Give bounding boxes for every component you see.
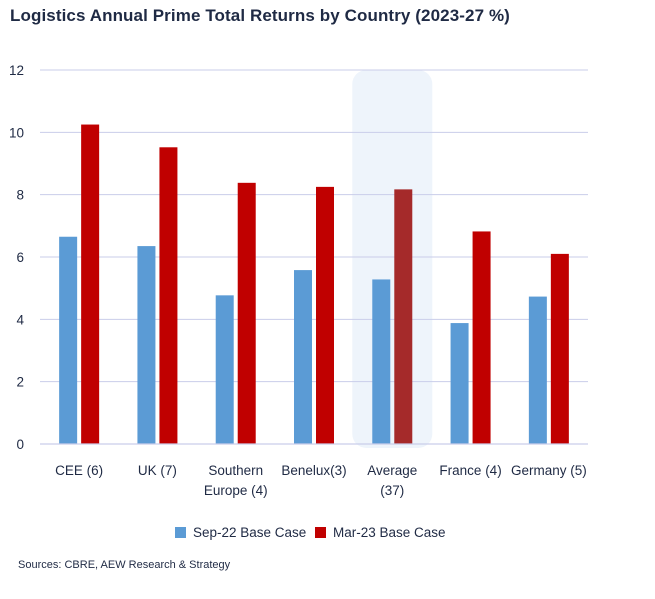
legend-item-mar-23: Mar-23 Base Case [315,525,446,540]
y-tick-label-10: 10 [9,125,24,140]
y-tick-label-0: 0 [16,437,24,452]
bar-sep-22-cee-6- [59,236,78,444]
average-highlight-band [352,70,433,448]
legend-label-sep-22: Sep-22 Base Case [193,525,307,540]
bar-mar-23-germany-5- [550,253,569,444]
y-tick-label-4: 4 [16,312,24,327]
x-tick-label-line: Benelux(3) [281,463,346,478]
bar-sep-22-average-37- [372,279,391,444]
legend-swatch-sep-22 [175,527,186,538]
x-tick-label-line: Europe (4) [204,483,268,498]
y-tick-label-8: 8 [16,188,24,203]
x-tick-label-line: Southern [208,463,263,478]
chart-title: Logistics Annual Prime Total Returns by … [10,6,510,25]
x-tick-label-line: (37) [380,483,404,498]
x-tick-label-4: Average (37) [367,463,417,498]
x-tick-label-1: UK (7) [138,463,177,478]
bar-mar-23-southern-europe-4- [237,182,256,444]
legend-item-sep-22: Sep-22 Base Case [175,525,306,540]
bar-mar-23-cee-6- [81,124,100,445]
x-tick-label-line: Germany (5) [511,463,587,478]
legend-label-mar-23: Mar-23 Base Case [333,525,446,540]
bar-mar-23-uk-7- [159,147,178,444]
legend-swatch-mar-23 [315,527,326,538]
x-tick-label-line: UK (7) [138,463,177,478]
x-tick-label-line: France (4) [439,463,501,478]
bar-sep-22-southern-europe-4- [215,295,234,444]
bar-sep-22-germany-5- [528,296,547,444]
x-tick-label-6: Germany (5) [511,463,587,478]
x-tick-label-0: CEE (6) [55,463,103,478]
bar-chart: 0 2 4 6 8 10 12 CEE (6) UK (7) Southern Europe (4)… [9,63,588,498]
y-tick-label-12: 12 [9,63,24,78]
legend: Sep-22 Base Case Mar-23 Base Case [0,525,655,545]
x-tick-label-5: France (4) [439,463,501,478]
x-tick-label-3: Benelux(3) [281,463,346,478]
x-tick-label-line: CEE (6) [55,463,103,478]
source-note: Sources: CBRE, AEW Research & Strategy [18,559,231,571]
x-tick-label-2: Southern Europe (4) [204,463,268,498]
bar-mar-23-benelux-3- [316,186,334,444]
bar-mar-23-france-4- [472,231,491,444]
bar-sep-22-benelux-3- [294,270,312,444]
y-tick-label-2: 2 [16,375,24,390]
bar-sep-22-france-4- [450,323,469,444]
bar-sep-22-uk-7- [137,246,156,444]
x-tick-label-line: Average [367,463,417,478]
y-tick-label-6: 6 [16,250,24,265]
bar-mar-23-average-37- [394,189,413,444]
